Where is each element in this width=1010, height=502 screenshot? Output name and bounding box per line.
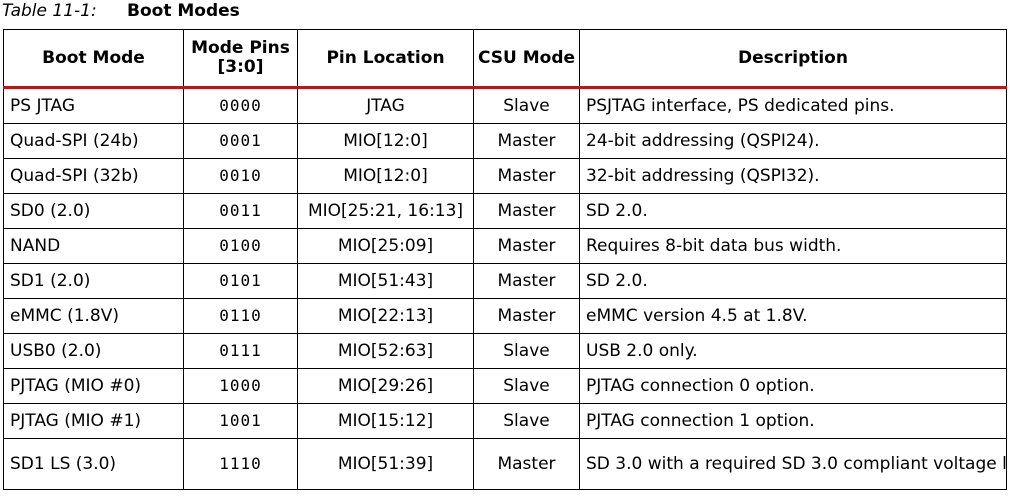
cell-pin-location: MIO[25:09] — [297, 228, 474, 264]
cell-description: PJTAG connection 1 option. — [579, 403, 1007, 439]
table-row: PJTAG (MIO #0) 1000 MIO[29:26] Slave PJT… — [3, 368, 1007, 404]
cell-csu-mode: Master — [473, 298, 580, 334]
cell-boot-mode: Quad-SPI (32b) — [3, 158, 184, 194]
cell-pin-location: MIO[25:21, 16:13] — [297, 193, 474, 229]
cell-description: 24-bit addressing (QSPI24). — [579, 123, 1007, 159]
table-row: PJTAG (MIO #1) 1001 MIO[15:12] Slave PJT… — [3, 403, 1007, 439]
table-row: USB0 (2.0) 0111 MIO[52:63] Slave USB 2.0… — [3, 333, 1007, 369]
cell-pin-location: MIO[51:43] — [297, 263, 474, 299]
cell-mode-pins: 0110 — [183, 298, 298, 334]
header-mode-pins: Mode Pins [3:0] — [183, 29, 298, 89]
cell-pin-location: JTAG — [297, 87, 474, 124]
table-caption: Table 11-1: Boot Modes — [2, 0, 240, 24]
cell-mode-pins: 0100 — [183, 228, 298, 264]
cell-csu-mode: Master — [473, 123, 580, 159]
cell-csu-mode: Master — [473, 228, 580, 264]
table-title: Boot Modes — [127, 1, 240, 21]
cell-boot-mode: eMMC (1.8V) — [3, 298, 184, 334]
cell-description: 32-bit addressing (QSPI32). — [579, 158, 1007, 194]
cell-csu-mode: Master — [473, 263, 580, 299]
table-row: eMMC (1.8V) 0110 MIO[22:13] Master eMMC … — [3, 298, 1007, 334]
cell-description: SD 3.0 with a required SD 3.0 compliant … — [579, 438, 1007, 490]
table-row: PS JTAG 0000 JTAG Slave PSJTAG interface… — [3, 87, 1007, 124]
table-row: SD0 (2.0) 0011 MIO[25:21, 16:13] Master … — [3, 193, 1007, 229]
boot-modes-table: Boot Mode Mode Pins [3:0] Pin Location C… — [3, 29, 1007, 490]
table-row: SD1 (2.0) 0101 MIO[51:43] Master SD 2.0. — [3, 263, 1007, 299]
cell-csu-mode: Master — [473, 193, 580, 229]
cell-description: SD 2.0. — [579, 193, 1007, 229]
cell-boot-mode: PS JTAG — [3, 87, 184, 124]
cell-pin-location: MIO[15:12] — [297, 403, 474, 439]
cell-mode-pins: 1110 — [183, 438, 298, 490]
table-row: SD1 LS (3.0) 1110 MIO[51:39] Master SD 3… — [3, 438, 1007, 490]
header-description: Description — [579, 29, 1007, 89]
cell-pin-location: MIO[29:26] — [297, 368, 474, 404]
cell-csu-mode: Master — [473, 438, 580, 490]
header-pin-location: Pin Location — [297, 29, 474, 89]
cell-boot-mode: SD1 (2.0) — [3, 263, 184, 299]
cell-mode-pins: 0001 — [183, 123, 298, 159]
table-header-row: Boot Mode Mode Pins [3:0] Pin Location C… — [3, 29, 1007, 89]
cell-pin-location: MIO[22:13] — [297, 298, 474, 334]
cell-description: Requires 8-bit data bus width. — [579, 228, 1007, 264]
cell-mode-pins: 1001 — [183, 403, 298, 439]
cell-csu-mode: Slave — [473, 333, 580, 369]
cell-mode-pins: 0011 — [183, 193, 298, 229]
cell-mode-pins: 0101 — [183, 263, 298, 299]
cell-boot-mode: NAND — [3, 228, 184, 264]
cell-boot-mode: SD0 (2.0) — [3, 193, 184, 229]
cell-boot-mode: SD1 LS (3.0) — [3, 438, 184, 490]
header-csu-mode: CSU Mode — [473, 29, 580, 89]
table-row: Quad-SPI (24b) 0001 MIO[12:0] Master 24-… — [3, 123, 1007, 159]
cell-description: SD 2.0. — [579, 263, 1007, 299]
cell-mode-pins: 1000 — [183, 368, 298, 404]
table-number: Table 11-1: — [2, 1, 97, 21]
cell-csu-mode: Slave — [473, 87, 580, 124]
table-row: NAND 0100 MIO[25:09] Master Requires 8-b… — [3, 228, 1007, 264]
cell-pin-location: MIO[12:0] — [297, 158, 474, 194]
cell-boot-mode: USB0 (2.0) — [3, 333, 184, 369]
cell-pin-location: MIO[51:39] — [297, 438, 474, 490]
cell-mode-pins: 0010 — [183, 158, 298, 194]
cell-mode-pins: 0111 — [183, 333, 298, 369]
cell-boot-mode: PJTAG (MIO #0) — [3, 368, 184, 404]
cell-boot-mode: PJTAG (MIO #1) — [3, 403, 184, 439]
cell-mode-pins: 0000 — [183, 87, 298, 124]
cell-description: PJTAG connection 0 option. — [579, 368, 1007, 404]
cell-pin-location: MIO[52:63] — [297, 333, 474, 369]
cell-csu-mode: Master — [473, 158, 580, 194]
cell-description: PSJTAG interface, PS dedicated pins. — [579, 87, 1007, 124]
header-boot-mode: Boot Mode — [3, 29, 184, 89]
cell-csu-mode: Slave — [473, 368, 580, 404]
cell-boot-mode: Quad-SPI (24b) — [3, 123, 184, 159]
cell-description: eMMC version 4.5 at 1.8V. — [579, 298, 1007, 334]
cell-pin-location: MIO[12:0] — [297, 123, 474, 159]
cell-csu-mode: Slave — [473, 403, 580, 439]
cell-description: USB 2.0 only. — [579, 333, 1007, 369]
table-row: Quad-SPI (32b) 0010 MIO[12:0] Master 32-… — [3, 158, 1007, 194]
